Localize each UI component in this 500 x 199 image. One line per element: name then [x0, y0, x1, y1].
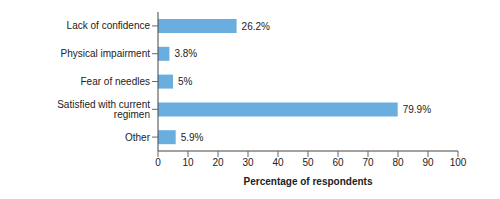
- svg-text:Satisfied with currentregimen: Satisfied with currentregimen: [57, 99, 150, 120]
- svg-text:3.8%: 3.8%: [174, 48, 197, 59]
- svg-text:Lack of confidence: Lack of confidence: [67, 20, 151, 31]
- svg-text:5%: 5%: [178, 76, 193, 87]
- svg-text:Percentage of respondents: Percentage of respondents: [244, 176, 373, 187]
- svg-text:Other: Other: [125, 132, 151, 143]
- svg-text:79.9%: 79.9%: [403, 104, 431, 115]
- svg-text:30: 30: [242, 157, 254, 168]
- svg-text:Physical impairment: Physical impairment: [61, 48, 151, 59]
- svg-text:10: 10: [182, 157, 194, 168]
- svg-text:100: 100: [450, 157, 467, 168]
- svg-text:40: 40: [272, 157, 284, 168]
- svg-text:Fear of needles: Fear of needles: [81, 76, 151, 87]
- svg-text:5.9%: 5.9%: [181, 132, 204, 143]
- svg-text:20: 20: [212, 157, 224, 168]
- svg-text:70: 70: [362, 157, 374, 168]
- svg-text:0: 0: [155, 157, 161, 168]
- svg-text:50: 50: [302, 157, 314, 168]
- svg-text:90: 90: [422, 157, 434, 168]
- svg-text:26.2%: 26.2%: [242, 21, 270, 32]
- svg-text:60: 60: [332, 157, 344, 168]
- svg-text:80: 80: [392, 157, 404, 168]
